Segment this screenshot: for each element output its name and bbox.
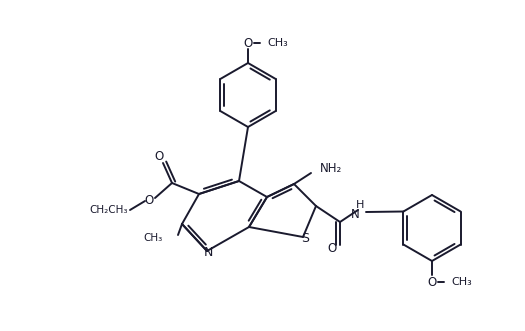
Text: N: N bbox=[351, 208, 360, 220]
Text: CH₃: CH₃ bbox=[267, 38, 288, 48]
Text: CH₃: CH₃ bbox=[144, 233, 163, 243]
Text: H: H bbox=[356, 200, 364, 210]
Text: CH₃: CH₃ bbox=[451, 277, 472, 287]
Text: CH₂CH₃: CH₂CH₃ bbox=[89, 205, 128, 215]
Text: O: O bbox=[427, 275, 437, 289]
Text: S: S bbox=[301, 232, 309, 246]
Text: NH₂: NH₂ bbox=[320, 162, 342, 174]
Text: O: O bbox=[328, 242, 337, 255]
Text: O: O bbox=[144, 195, 154, 208]
Text: O: O bbox=[244, 36, 253, 50]
Text: O: O bbox=[154, 150, 164, 163]
Text: N: N bbox=[203, 247, 213, 260]
